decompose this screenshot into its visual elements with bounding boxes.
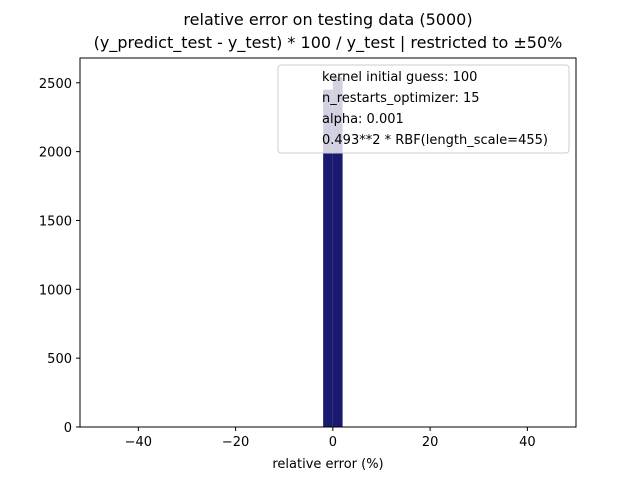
plot-area-frame [79,57,577,428]
histogram-bar-1 [332,77,343,427]
x-tick-label: 20 [422,435,439,450]
y-tick-label: 1000 [39,283,72,298]
chart-subtitle: (y_predict_test - y_test) * 100 / y_test… [94,33,563,53]
y-tick-label: 2000 [39,146,72,161]
y-tick-label: 0 [64,421,72,436]
histogram-bars [323,77,343,427]
x-axis-ticks: −40 −20 0 20 40 [125,427,536,450]
legend: kernel initial guess: 100 n_restarts_opt… [277,64,570,154]
legend-box [277,64,570,154]
y-tick-label: 2500 [39,77,72,92]
legend-entry-kernel-fit: 0.493**2 * RBF(length_scale=455) [322,133,548,148]
histogram-bar-0 [323,89,333,427]
legend-entry-alpha: alpha: 0.001 [322,112,404,127]
x-axis-label: relative error (%) [272,457,383,472]
chart-title: relative error on testing data (5000) [183,10,472,29]
y-axis-ticks: 0 500 1000 1500 2000 2500 [39,77,80,436]
legend-entry-restarts: n_restarts_optimizer: 15 [322,91,480,106]
x-tick-label: −20 [222,435,249,450]
x-tick-label: 40 [519,435,536,450]
legend-entry-kernel: kernel initial guess: 100 [322,70,477,85]
y-tick-label: 1500 [39,214,72,229]
x-tick-label: 0 [329,435,337,450]
y-tick-label: 500 [47,352,72,367]
x-tick-label: −40 [125,435,152,450]
